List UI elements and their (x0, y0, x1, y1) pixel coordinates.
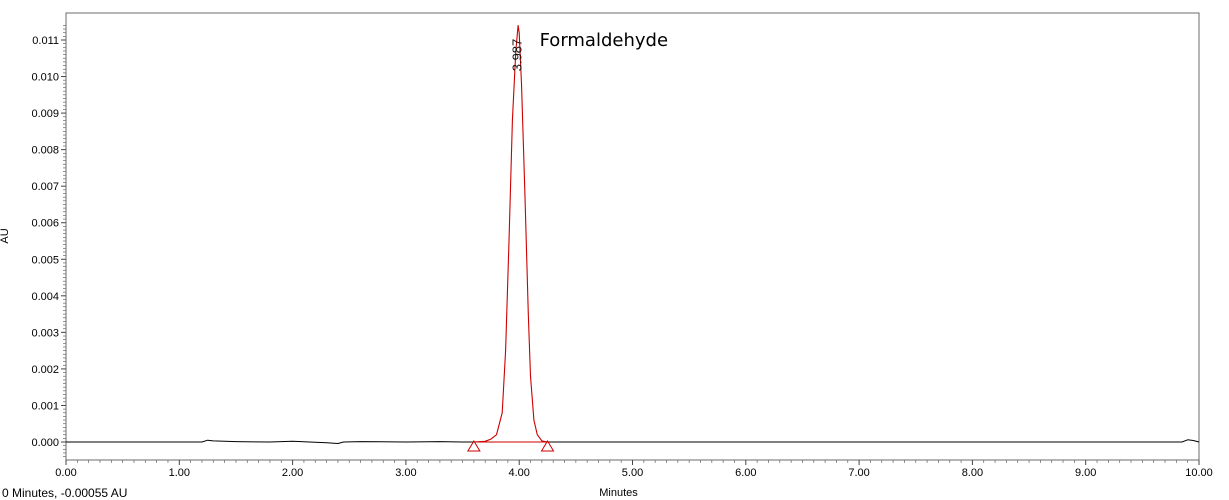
y-tick-label: 0.011 (32, 35, 59, 47)
x-tick-label: 4.00 (508, 467, 529, 479)
x-tick-label: 1.00 (169, 467, 190, 479)
y-tick-label: 0.005 (31, 254, 59, 266)
x-tick-label: 0.00 (55, 467, 76, 479)
y-tick-label: 0.010 (31, 72, 59, 84)
x-tick-label: 10.00 (1185, 467, 1213, 479)
y-axis-title: AU (0, 228, 11, 243)
y-tick-label: 0.004 (31, 291, 59, 303)
y-tick-label: 0.002 (31, 364, 59, 376)
x-tick-label: 5.00 (622, 467, 643, 479)
cursor-status-readout: 0 Minutes, -0.00055 AU (2, 486, 127, 500)
peak-start-marker (466, 440, 481, 452)
peak-end-marker (540, 440, 555, 452)
x-axis-title: Minutes (599, 487, 638, 499)
y-tick-label: 0.009 (31, 108, 59, 120)
x-tick-label: 6.00 (735, 467, 756, 479)
retention-time-label: 3.987 (510, 39, 525, 72)
x-tick-label: 9.00 (1075, 467, 1096, 479)
y-tick-label: 0.008 (31, 145, 59, 157)
y-tick-label: 0.007 (31, 181, 59, 193)
y-tick-label: 0.001 (31, 400, 59, 412)
peak-trace (473, 24, 548, 443)
x-tick-label: 3.00 (395, 467, 416, 479)
y-tick-label: 0.003 (31, 327, 59, 339)
baseline-trace (66, 439, 1200, 444)
compound-name-label: Formaldehyde (540, 30, 668, 51)
x-tick-label: 2.00 (282, 467, 303, 479)
y-tick-label: 0.000 (31, 437, 59, 449)
x-tick-label: 7.00 (848, 467, 869, 479)
x-tick-label: 8.00 (962, 467, 983, 479)
y-tick-label: 0.006 (31, 218, 59, 230)
